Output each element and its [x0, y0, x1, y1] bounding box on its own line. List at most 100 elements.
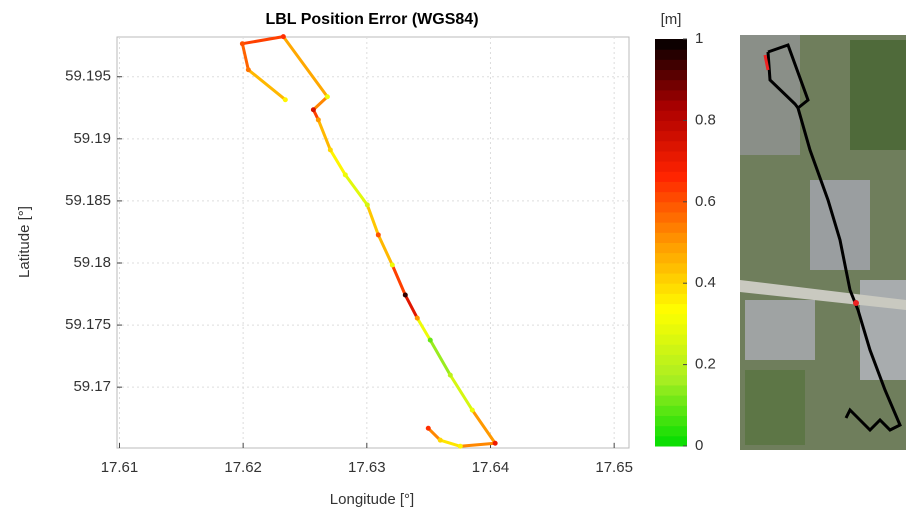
colorbar-cell: [655, 242, 687, 254]
x-tick-label: 17.64: [472, 459, 510, 476]
y-tick-label: 59.175: [65, 316, 111, 333]
track-segment: [316, 118, 332, 152]
colorbar-cell: [655, 313, 687, 325]
track-point: [427, 337, 433, 343]
y-axis-label: Latitude [°]: [16, 206, 33, 278]
plot-area: [116, 36, 630, 449]
colorbar-cell: [655, 334, 687, 345]
colorbar-cell: [655, 201, 687, 213]
track-point: [324, 94, 330, 100]
track-point: [282, 97, 288, 103]
track-point: [375, 232, 381, 238]
track-point: [280, 34, 286, 40]
colorbar-cell: [655, 415, 687, 427]
track-segment: [428, 338, 452, 377]
y-tick-label: 59.195: [65, 68, 111, 85]
colorbar-cell: [655, 405, 687, 416]
track-segment: [376, 233, 394, 267]
track-point: [364, 202, 370, 208]
track-point: [245, 67, 251, 73]
colorbar-cell: [655, 384, 687, 396]
track-segment: [311, 95, 329, 112]
track-point: [239, 41, 245, 47]
y-tick-label: 59.17: [73, 378, 111, 395]
colorbar-label: [m]: [661, 11, 682, 28]
map-image: [740, 35, 906, 450]
colorbar-cell: [655, 150, 687, 162]
colorbar-cell: [655, 69, 687, 81]
track-segment: [343, 173, 369, 207]
colorbar-tick-label: 0.2: [695, 356, 716, 373]
y-tick-label: 59.19: [73, 130, 111, 147]
colorbar-cell: [655, 140, 687, 152]
colorbar-cell: [655, 435, 687, 447]
track-point: [310, 107, 316, 113]
track-point: [342, 172, 348, 178]
x-tick-label: 17.63: [348, 459, 386, 476]
colorbar-cell: [655, 191, 687, 203]
colorbar-cell: [655, 49, 687, 60]
track-segment: [281, 35, 329, 99]
track-point: [402, 292, 408, 298]
track-point: [425, 425, 431, 431]
track-segment: [246, 68, 287, 102]
y-tick-label: 59.185: [65, 192, 111, 209]
colorbar-cell: [655, 273, 687, 284]
colorbar-cell: [655, 161, 687, 172]
colorbar-cell: [655, 59, 687, 71]
track-segment: [415, 316, 432, 342]
colorbar-cell: [655, 364, 687, 376]
track-segment: [458, 441, 497, 448]
x-tick-label: 17.65: [595, 459, 633, 476]
track-segment: [470, 408, 497, 445]
track-point: [437, 437, 443, 443]
track-point: [327, 147, 333, 153]
colorbar-cell: [655, 323, 687, 335]
track-segment: [426, 426, 442, 442]
track-segment: [448, 373, 474, 412]
track-point: [492, 440, 498, 446]
colorbar-cell: [655, 211, 687, 223]
colorbar-cell: [655, 79, 687, 91]
colorbar-cell: [655, 293, 687, 305]
colorbar-cell: [655, 130, 687, 142]
track-segment: [365, 203, 380, 237]
track-point: [315, 117, 321, 123]
colorbar-tick-label: 0.8: [695, 111, 716, 128]
colorbar-cell: [655, 100, 687, 111]
track-point: [447, 372, 453, 378]
track-segment: [240, 35, 285, 46]
colorbar-cell: [655, 232, 687, 243]
colorbar-cell: [655, 425, 687, 437]
colorbar-cell: [655, 262, 687, 274]
track-segment: [390, 263, 407, 297]
track-segment: [328, 148, 347, 177]
colorbar-cell: [655, 89, 687, 101]
track-segment: [403, 293, 419, 320]
colorbar-cell: [655, 395, 687, 406]
colorbar-cell: [655, 222, 687, 233]
colorbar-cell: [655, 181, 687, 193]
colorbar-cell: [655, 120, 687, 132]
colorbar-cell: [655, 344, 687, 355]
track-point: [414, 315, 420, 321]
colorbar-cell: [655, 171, 687, 182]
colorbar-cell: [655, 110, 687, 121]
track-point: [457, 443, 463, 449]
x-axis-label: Longitude [°]: [330, 491, 414, 508]
colorbar-tick-label: 0: [695, 437, 703, 454]
track-point: [469, 407, 475, 413]
track-segment: [240, 42, 250, 72]
x-tick-label: 17.62: [224, 459, 262, 476]
colorbar-cell: [655, 283, 687, 294]
colorbar-tick-label: 1: [695, 30, 703, 47]
chart-title: LBL Position Error (WGS84): [265, 11, 478, 28]
y-tick-label: 59.18: [73, 254, 111, 271]
colorbar-cell: [655, 39, 687, 50]
colorbar-tick-label: 0.6: [695, 193, 716, 210]
track-segment: [438, 438, 462, 448]
colorbar-cell: [655, 374, 687, 386]
track-point: [389, 262, 395, 268]
